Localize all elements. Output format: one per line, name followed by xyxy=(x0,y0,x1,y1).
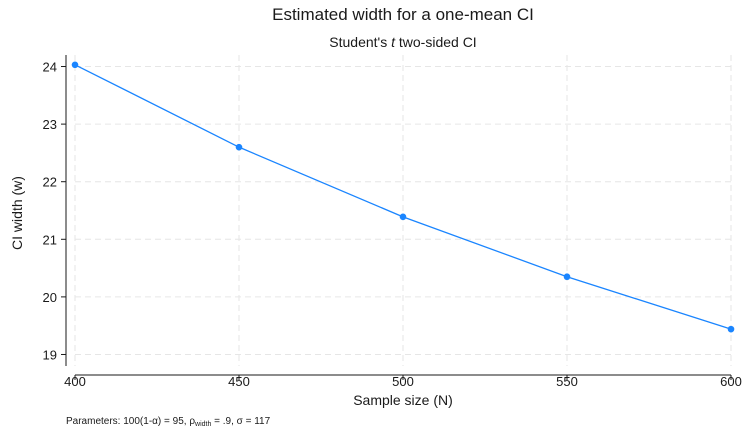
data-point xyxy=(71,61,79,69)
data-point xyxy=(399,213,407,221)
x-tick-label: 400 xyxy=(64,374,86,389)
axes xyxy=(61,55,732,380)
data-point xyxy=(727,325,735,333)
note-prefix: Parameters: 100(1-α) = 95, ρ xyxy=(66,416,195,427)
y-tick-label: 22 xyxy=(43,175,57,190)
note-suffix: = .9, σ = 117 xyxy=(211,416,270,427)
y-tick-label: 19 xyxy=(43,347,57,362)
gridlines xyxy=(74,55,732,366)
subtitle-italic: t xyxy=(391,34,396,50)
tick-labels: 19 20 21 22 23 24 400 450 500 550 600 xyxy=(43,60,742,389)
x-tick-label: 450 xyxy=(228,374,250,389)
subtitle-suffix: two-sided CI xyxy=(395,34,477,50)
x-axis-title: Sample size (N) xyxy=(353,392,453,408)
y-tick-label: 20 xyxy=(43,290,57,305)
chart-title: Estimated width for a one-mean CI xyxy=(272,5,534,24)
y-tick-label: 21 xyxy=(43,232,57,247)
subtitle-prefix: Student's xyxy=(329,34,391,50)
y-tick-label: 24 xyxy=(43,60,57,75)
x-tick-label: 500 xyxy=(392,374,414,389)
x-tick-label: 600 xyxy=(720,374,742,389)
y-tick-label: 23 xyxy=(43,117,57,132)
parameters-note: Parameters: 100(1-α) = 95, ρwidth = .9, … xyxy=(66,416,271,428)
series-group xyxy=(71,61,735,333)
x-tick-label: 550 xyxy=(556,374,578,389)
chart-subtitle: Student's t two-sided CI xyxy=(329,34,476,50)
y-axis-title: CI width (w) xyxy=(9,176,25,250)
data-point xyxy=(563,273,571,281)
note-subscript: width xyxy=(194,421,211,428)
data-point xyxy=(235,143,243,151)
